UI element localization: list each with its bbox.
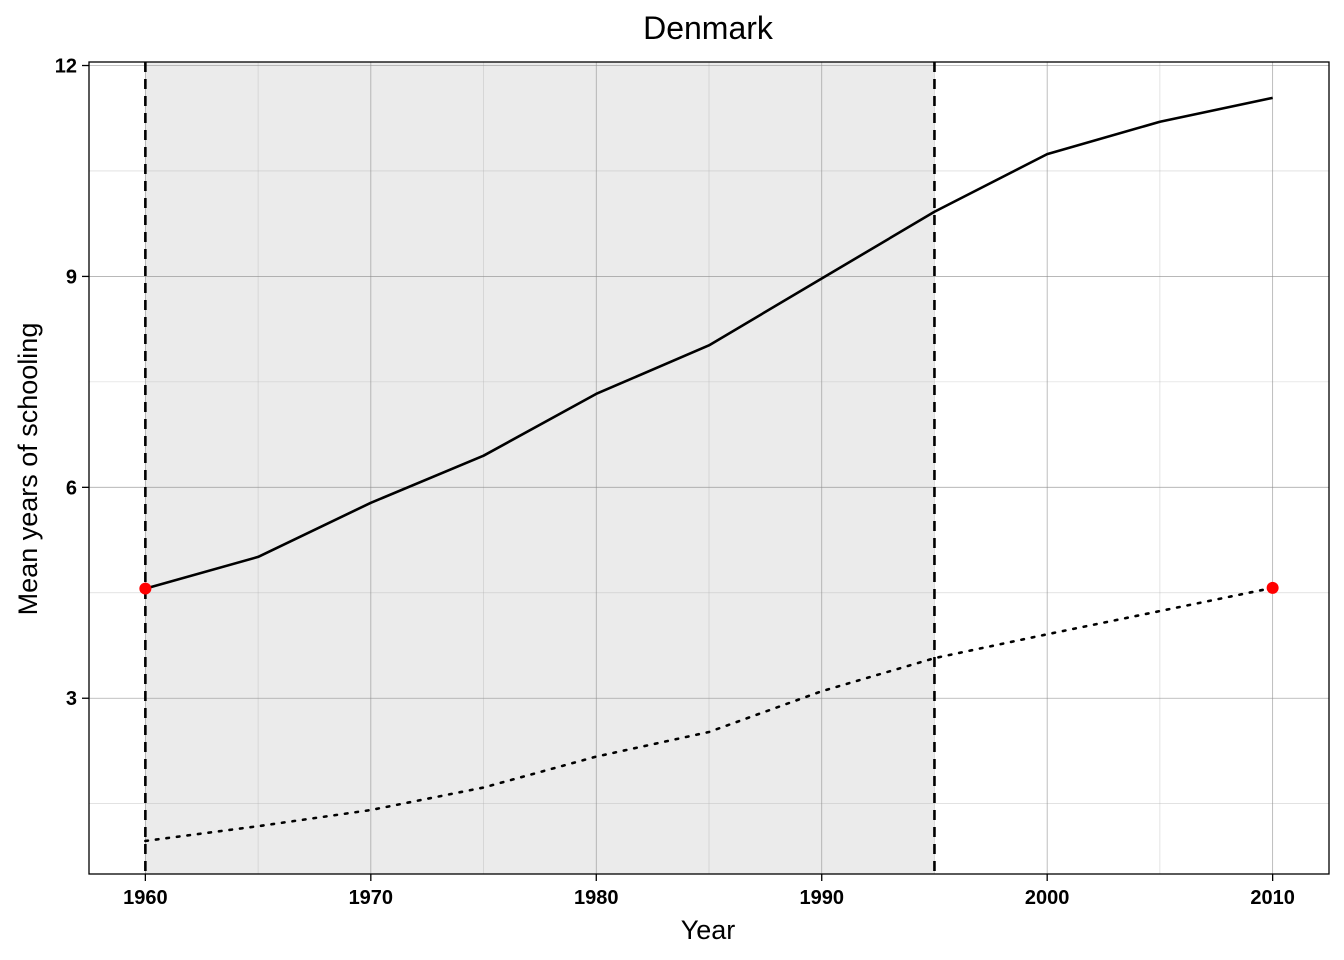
highlight-point: [1266, 581, 1279, 594]
series-line-solid: [145, 96, 1273, 590]
y-tick-label: 3: [66, 688, 77, 710]
x-tick-label: 1960: [123, 887, 168, 909]
y-tick-label: 12: [55, 56, 77, 78]
y-axis-title: Mean years of schooling: [13, 323, 43, 616]
chart-title: Denmark: [643, 10, 774, 46]
y-tick-label: 9: [66, 266, 77, 288]
y-tick-label: 6: [66, 477, 77, 499]
x-tick-label: 2010: [1250, 887, 1295, 909]
x-tick-label: 2000: [1025, 887, 1070, 909]
shaded-region: [145, 62, 935, 874]
highlight-point: [139, 582, 152, 595]
x-tick-label: 1970: [349, 887, 394, 909]
series-line-dotted: [144, 586, 1274, 843]
x-tick-label: 1980: [574, 887, 619, 909]
plot-area: 1960 1970 1980 1990 2000 2010 3 6 9 12: [55, 56, 1330, 909]
x-tick-label: 1990: [799, 887, 844, 909]
x-axis-title: Year: [681, 915, 736, 945]
plot-border: [88, 61, 1330, 875]
